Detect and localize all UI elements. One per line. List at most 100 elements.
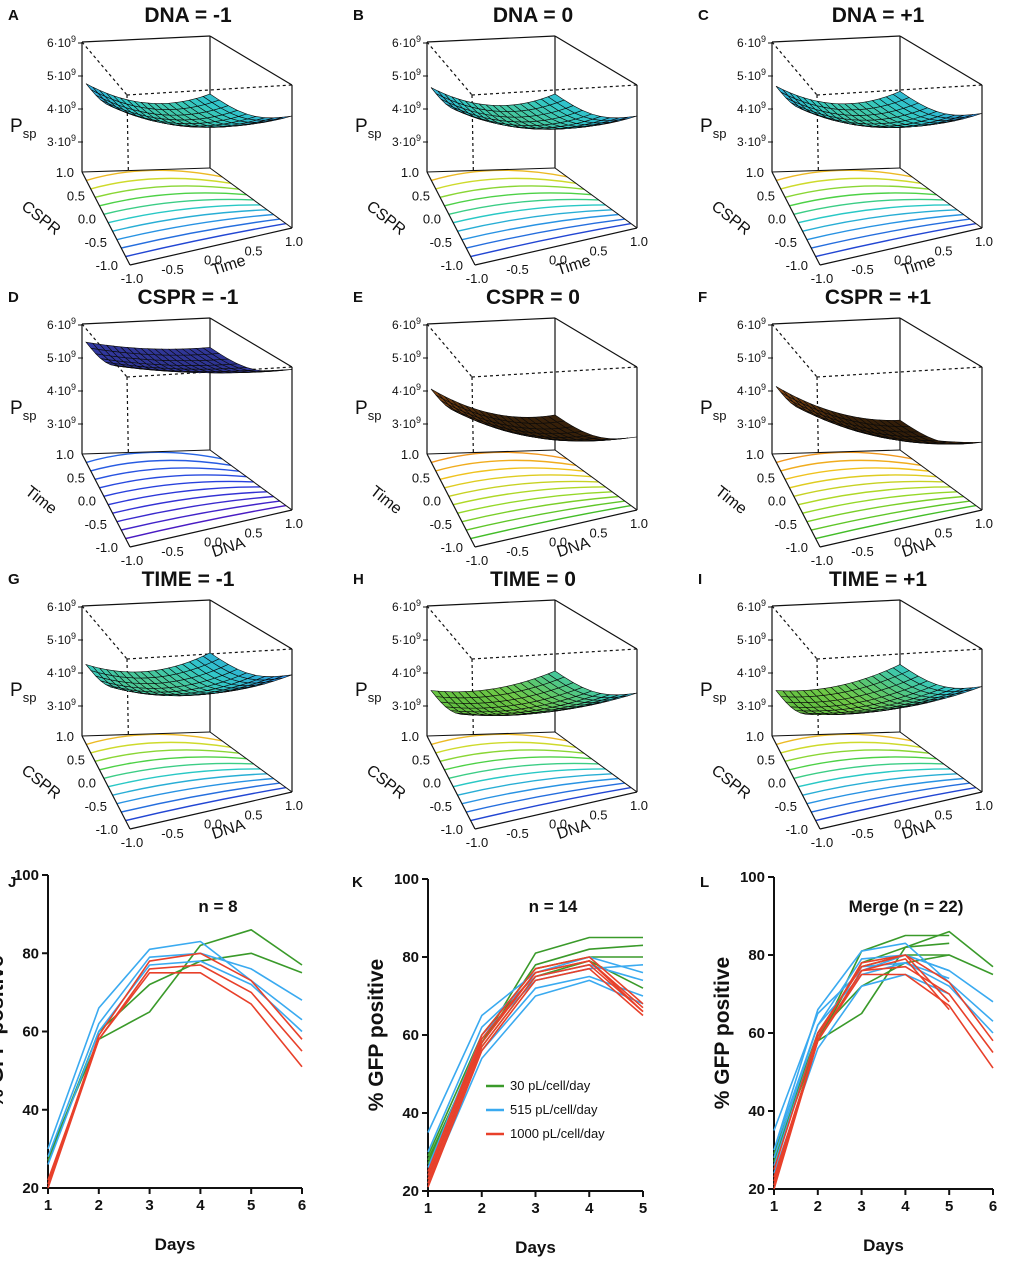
axis2-tick-label: -1.0 xyxy=(121,271,143,286)
panel-title: DNA = -1 xyxy=(144,4,232,27)
axis2-tick-label: 0.0 xyxy=(894,253,912,268)
y-tick-label: 20 xyxy=(22,1180,39,1197)
series-line-5 xyxy=(47,972,303,1189)
contour-line xyxy=(802,773,958,796)
z-tick-exponent: 9 xyxy=(761,382,766,392)
contour-line xyxy=(466,782,625,813)
axis1-tick-label: -0.5 xyxy=(85,799,107,814)
contour-line xyxy=(439,185,585,199)
axis2-tick-label: -0.5 xyxy=(851,262,873,277)
axis2-tick-label: -1.0 xyxy=(466,271,488,286)
contour-line xyxy=(461,213,619,241)
box-edge xyxy=(426,41,473,96)
floor-axis-1 xyxy=(771,735,821,830)
floor-edge xyxy=(81,449,211,455)
floor-axis-1 xyxy=(771,453,821,548)
line-chart-J: Jn = 8 20 40 60 80 100 1 2 3 4 5 6 Days % GFP positiv… xyxy=(0,867,306,1254)
z-tick-exponent: 9 xyxy=(416,349,421,359)
contour-line xyxy=(798,768,951,788)
axis1-tick-label: -1.0 xyxy=(441,258,463,273)
z-tick-exponent: 9 xyxy=(71,382,76,392)
panel-label: B xyxy=(353,7,364,24)
z-tick-label: 3·109 xyxy=(737,697,766,713)
contour-line xyxy=(112,773,268,796)
axis1-tick-label: -1.0 xyxy=(441,540,463,555)
contour-line xyxy=(815,222,977,258)
panel-title: DNA = 0 xyxy=(493,4,573,27)
y-tick-label: 40 xyxy=(22,1102,39,1119)
axis1-tick-label: 0.5 xyxy=(67,188,85,203)
axis1-tick-label: -0.5 xyxy=(775,517,797,532)
axis2-tick-label: 0.5 xyxy=(589,807,607,822)
series-line-12 xyxy=(427,960,644,1176)
contour-line xyxy=(86,451,223,464)
series-line-3 xyxy=(47,952,303,1157)
panel-label: C xyxy=(698,7,709,24)
box-edge xyxy=(771,317,901,325)
x-tick-label: 2 xyxy=(478,1200,486,1217)
contour-line xyxy=(811,782,970,813)
box-edge xyxy=(81,317,211,325)
z-tick-exponent: 9 xyxy=(761,100,766,110)
axis1-tick-label: 0.0 xyxy=(78,776,96,791)
axis1-tick-label: -0.5 xyxy=(430,799,452,814)
axis1-tick-label: 0.5 xyxy=(757,188,775,203)
panel-title: TIME = 0 xyxy=(490,568,576,591)
contour-line xyxy=(116,777,274,805)
y-tick-label: 60 xyxy=(22,1024,39,1041)
axis1-title: CSPR xyxy=(708,762,753,803)
surface-facet xyxy=(202,652,220,663)
contour-line xyxy=(789,192,937,207)
series-line-9 xyxy=(773,962,950,1151)
z-axis-subscript: sp xyxy=(713,126,727,141)
contour-line xyxy=(453,486,606,506)
axis1-tick-label: 1.0 xyxy=(56,729,74,744)
box-edge xyxy=(554,599,638,650)
y-axis-title: % GFP positive xyxy=(711,957,734,1110)
surface-facet xyxy=(202,347,221,355)
contour-line xyxy=(776,733,913,746)
floor-edge xyxy=(771,731,901,737)
z-tick-label: 6·109 xyxy=(47,34,76,50)
x-tick-label: 6 xyxy=(298,1197,306,1214)
z-tick-exponent: 9 xyxy=(71,100,76,110)
z-axis-title: Psp xyxy=(700,680,726,705)
axis1-tick-label: 0.0 xyxy=(78,494,96,509)
chart-panel-label: L xyxy=(700,874,709,891)
z-axis-subscript: sp xyxy=(23,126,37,141)
axis2-tick-label: 1.0 xyxy=(975,516,993,531)
contour-line xyxy=(439,749,585,763)
axis2-tick-label: 0.5 xyxy=(934,525,952,540)
axis1-title: Time xyxy=(22,483,60,518)
contour-line xyxy=(435,177,577,190)
z-tick-label: 4·109 xyxy=(47,664,76,680)
floor-edge xyxy=(554,731,638,793)
contour-line xyxy=(453,204,606,224)
contour-line xyxy=(94,749,240,763)
box-edge xyxy=(209,599,293,650)
axis2-tick-label: 1.0 xyxy=(285,234,303,249)
z-tick-exponent: 9 xyxy=(761,133,766,143)
box-edge xyxy=(771,599,901,607)
z-axis-title: Psp xyxy=(10,116,36,141)
surface-facet xyxy=(547,414,565,423)
axis1-title: CSPR xyxy=(363,762,408,803)
axis2-tick-label: -0.5 xyxy=(161,262,183,277)
contour-line xyxy=(448,480,599,497)
contour-line xyxy=(798,204,951,224)
z-tick-exponent: 9 xyxy=(416,100,421,110)
box-edge xyxy=(771,41,818,96)
contour-line xyxy=(806,213,964,241)
floor-axis-1 xyxy=(81,735,131,830)
z-tick-exponent: 9 xyxy=(71,349,76,359)
floor-edge xyxy=(771,167,901,173)
contour-line xyxy=(103,762,254,779)
axis2-tick-label: 0.0 xyxy=(894,817,912,832)
z-tick-label: 6·109 xyxy=(47,598,76,614)
panel-title: TIME = -1 xyxy=(142,568,235,591)
axis2-tick-label: 0.0 xyxy=(549,817,567,832)
series-line-10 xyxy=(427,960,644,1180)
axis2-tick-label: 0.0 xyxy=(204,817,222,832)
contour-line xyxy=(99,474,247,489)
